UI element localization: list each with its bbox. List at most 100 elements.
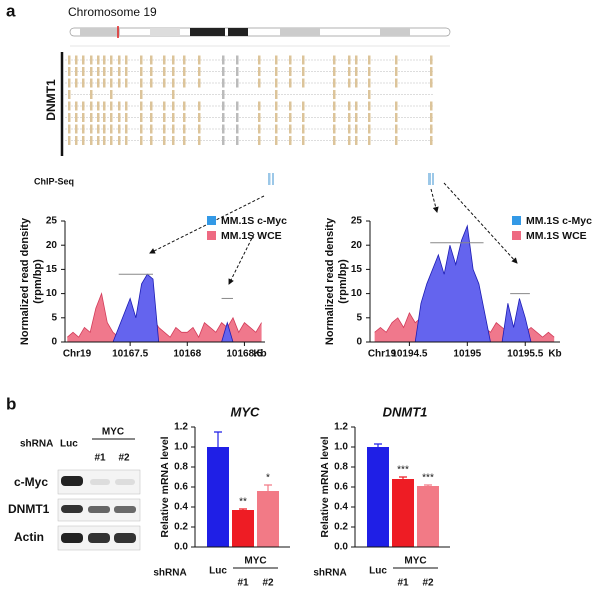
- exon: [97, 101, 100, 111]
- exon: [395, 113, 398, 122]
- y-tick-label: 0.4: [334, 502, 348, 513]
- exon: [430, 67, 433, 76]
- exon: [110, 101, 113, 111]
- exon: [183, 78, 186, 88]
- exon: [75, 101, 78, 111]
- exon: [82, 101, 85, 111]
- chip-mark: [432, 173, 434, 185]
- bar: [417, 486, 439, 547]
- ideogram: [69, 26, 451, 47]
- exon: [125, 55, 128, 65]
- exon: [348, 136, 351, 145]
- band: [190, 28, 225, 36]
- significance: *: [266, 473, 270, 484]
- exon: [103, 124, 106, 134]
- exon: [222, 124, 225, 134]
- exon: [75, 124, 78, 134]
- exon: [236, 113, 239, 122]
- lane-label: #2: [118, 453, 130, 464]
- exon: [163, 78, 166, 88]
- y-tick-label: 0.2: [174, 522, 188, 533]
- exon: [68, 101, 71, 111]
- exon: [90, 101, 93, 111]
- exon: [275, 78, 278, 88]
- exon: [348, 67, 351, 76]
- arrow: [430, 188, 439, 213]
- exon: [258, 78, 261, 88]
- x-unit-label: Kb: [548, 349, 561, 360]
- exon: [118, 101, 121, 111]
- exon: [333, 90, 336, 99]
- group-label: MYC: [244, 556, 266, 567]
- exon: [222, 78, 225, 88]
- exon: [140, 90, 143, 99]
- exon: [90, 90, 93, 99]
- x-tick-label: 10195: [453, 349, 481, 360]
- exon: [150, 55, 153, 65]
- y-tick-label: 1.0: [174, 442, 188, 453]
- exon: [355, 67, 358, 76]
- exon: [68, 124, 71, 134]
- legend-label: MM.1S WCE: [221, 230, 282, 242]
- exon: [68, 67, 71, 76]
- exon: [118, 124, 121, 134]
- band: [114, 506, 136, 513]
- exon: [333, 124, 336, 134]
- exon: [163, 136, 166, 145]
- exon: [90, 113, 93, 122]
- exon: [333, 78, 336, 88]
- x-start-label: Chr19: [63, 349, 92, 360]
- exon: [183, 101, 186, 111]
- exon: [236, 67, 239, 76]
- bar: [232, 510, 254, 547]
- error-bar: [374, 443, 382, 447]
- exon: [150, 113, 153, 122]
- exon: [368, 101, 371, 111]
- exon: [302, 101, 305, 111]
- track-label: ChIP-Seq: [34, 176, 74, 186]
- exon: [222, 90, 225, 99]
- chart-title: DNMT1: [383, 404, 428, 419]
- exon: [82, 67, 85, 76]
- y-axis-label: Normalized read density: [324, 217, 336, 345]
- chip-mark: [272, 173, 274, 185]
- x-tick-label: Luc: [369, 566, 387, 577]
- arrow: [443, 182, 518, 264]
- row-label: c-Myc: [14, 475, 48, 489]
- exon: [430, 124, 433, 134]
- exon: [348, 101, 351, 111]
- chromosome-title: Chromosome 19: [68, 5, 157, 19]
- exon: [150, 124, 153, 134]
- exon: [183, 113, 186, 122]
- exon: [275, 113, 278, 122]
- band: [88, 506, 110, 513]
- exon: [258, 67, 261, 76]
- exon: [258, 55, 261, 65]
- area-fill: [221, 322, 233, 342]
- exon: [430, 101, 433, 111]
- exon: [68, 78, 71, 88]
- exon: [90, 67, 93, 76]
- exon: [275, 136, 278, 145]
- area-line: [414, 224, 491, 343]
- gene-label: DNMT1: [44, 79, 58, 121]
- exon: [68, 55, 71, 65]
- exon: [68, 113, 71, 122]
- exon: [82, 124, 85, 134]
- exon: [333, 55, 336, 65]
- band: [228, 28, 248, 36]
- y-axis-label: Normalized read density: [19, 217, 31, 345]
- exon: [125, 113, 128, 122]
- x-tick-label: 10168: [173, 349, 201, 360]
- exon: [275, 124, 278, 134]
- x-tick-label: #1: [237, 578, 249, 589]
- y-tick-label: 0: [51, 337, 57, 348]
- band: [115, 479, 135, 485]
- exon: [172, 113, 175, 122]
- exon: [368, 78, 371, 88]
- exon: [348, 78, 351, 88]
- x-tick-label: 10168.5: [226, 349, 263, 360]
- significance: ***: [397, 465, 409, 476]
- exon: [172, 136, 175, 145]
